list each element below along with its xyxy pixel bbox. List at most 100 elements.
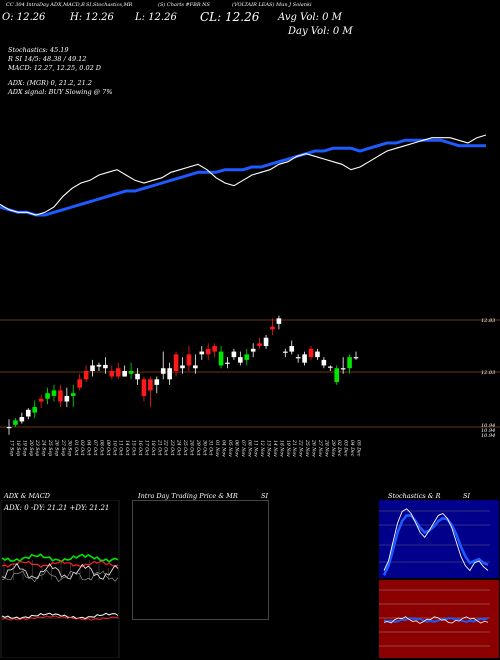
candle-body [231, 351, 237, 358]
candle-body [109, 371, 115, 377]
date-label: 23 Oct [169, 439, 175, 456]
white-price-line [0, 134, 487, 216]
candle-body [128, 371, 134, 374]
date-label: 04 Nov [221, 440, 227, 457]
date-label: 25 Oct [182, 439, 188, 456]
candle-body [13, 420, 18, 425]
candle-body [25, 409, 31, 417]
date-label: 30 Oct [201, 440, 207, 456]
date-label: 01 Oct [73, 440, 79, 456]
date-label: 18 Nov [278, 440, 284, 457]
date-label: 30 Sep [66, 440, 72, 456]
date-label: 18 Oct [150, 440, 156, 456]
date-label: 11 Nov [253, 440, 259, 457]
date-label: 19 Sep [21, 440, 27, 456]
candle-body [160, 368, 166, 374]
date-label: 22 Nov [298, 439, 304, 457]
candle-body [38, 398, 44, 402]
adx-signal-readout: ADX signal: BUY Slowing @ 7% [8, 88, 113, 96]
date-label: 12 Nov [259, 440, 265, 457]
macd-line [1, 612, 119, 620]
chart-header-symbol: (VOLTAIR LEAS) Mun J Solanki [232, 2, 312, 8]
date-label: 11 Oct [118, 440, 124, 456]
price-level-label: 10.94 [481, 428, 495, 434]
candle-body [167, 368, 172, 380]
candle-body [173, 354, 179, 371]
candle-body [212, 346, 217, 352]
candle-body [205, 348, 211, 355]
candle-body [308, 348, 314, 358]
candle-body [302, 354, 307, 363]
date-label: 14 Nov [272, 440, 278, 457]
candle-body [96, 364, 102, 367]
date-label: 08 Oct [98, 440, 104, 456]
candle-body [64, 395, 70, 402]
date-label: 06 Nov [233, 440, 239, 457]
date-label: 04 Oct [86, 440, 92, 456]
candle-body [51, 390, 57, 396]
high-price: H: 12.26 [70, 12, 114, 23]
day-volume: Day Vol: 0 M [288, 26, 353, 37]
macd-readout: MACD: 12.27, 12.25, 0.02 D [8, 64, 102, 72]
date-axis-labels: 17 Sep 18 Sep 19 Sep 20 Sep 23 Sep 24 Sep 25 S… [9, 439, 362, 457]
price-level-label: 12.03 [481, 370, 495, 376]
candle-body [115, 368, 121, 377]
date-label: 20 Sep [28, 439, 34, 456]
candle-body [276, 318, 282, 324]
adx-panel-readout: ADX: 0 -DY: 21.21 +DY: 21.21 [3, 504, 109, 512]
date-label: 01 Nov [214, 440, 220, 457]
stoch-panel-si: SI [463, 492, 471, 500]
candle-body [327, 366, 333, 368]
stoch-panel-title: Stochastics & R [388, 492, 441, 500]
date-label: 05 Nov [227, 440, 233, 457]
candle-body [334, 368, 340, 383]
candle-body [250, 348, 256, 352]
stochastics-readout: Stochastics: 45.19 [8, 46, 69, 54]
candle-body [263, 337, 269, 347]
candle-body [70, 393, 76, 396]
candle-body [238, 357, 243, 363]
stochastics-k-line [383, 508, 489, 572]
low-price: L: 12.26 [135, 12, 177, 23]
date-label: 29 Nov [330, 439, 336, 457]
date-label: 02 Dec [336, 440, 342, 457]
candle-body [257, 343, 262, 347]
candle-body [340, 368, 346, 370]
date-label: 07 Oct [92, 440, 98, 456]
candle-body [218, 351, 224, 366]
date-label: 13 Nov [266, 440, 272, 457]
adx-panel-title: ADX & MACD [4, 492, 50, 500]
date-label: 04 Dec [349, 440, 355, 457]
date-label: 28 Oct [188, 439, 194, 456]
candle-body [347, 357, 352, 369]
date-label: 09 Oct [105, 440, 111, 456]
candle-body [103, 364, 108, 369]
candle-body [154, 379, 160, 385]
date-label: 08 Nov [246, 440, 252, 457]
date-label: 14 Oct [124, 440, 130, 456]
rsi-white-line [383, 616, 489, 624]
candle-body [295, 357, 301, 359]
candle-body [225, 362, 230, 364]
date-label: 21 Oct [156, 439, 162, 456]
candle-body [186, 354, 192, 366]
adx-line [1, 562, 119, 580]
candle-body [321, 359, 327, 366]
candle-body [270, 326, 275, 330]
minus-di-line [1, 560, 119, 568]
date-label: 28 Nov [323, 439, 329, 457]
blue-trend-line [0, 138, 486, 217]
candle-body [289, 346, 295, 352]
candle-body [141, 379, 147, 396]
date-label: 31 Oct [208, 440, 214, 456]
date-label: 07 Nov [240, 440, 246, 457]
candlesticks [6, 315, 359, 435]
date-label: 29 Oct [195, 439, 201, 456]
adx-macd-panel: ADX: 0 -DY: 21.21 +DY: 21.21 [0, 500, 120, 658]
date-label: 27 Nov [317, 439, 323, 457]
date-label: 16 Oct [137, 440, 143, 456]
date-label: 24 Oct [176, 439, 182, 456]
candle-body [19, 417, 25, 422]
intraday-panel-title: Intra Day Trading Price & MR [138, 492, 238, 500]
chart-header-title: CC 304 IntraDay ADX,MACD,B [6, 2, 85, 8]
